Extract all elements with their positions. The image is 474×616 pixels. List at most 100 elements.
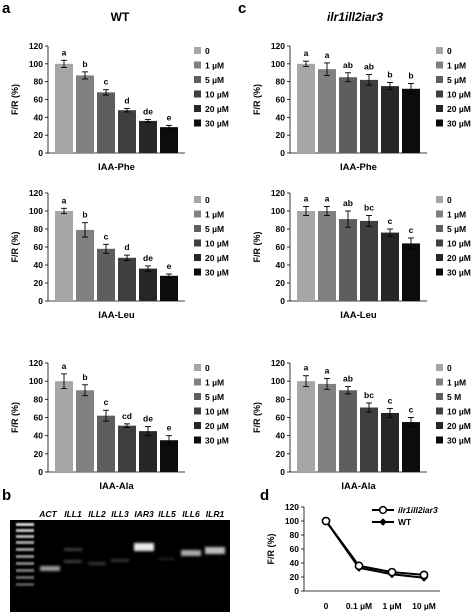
bar bbox=[55, 381, 73, 472]
legend-swatch bbox=[194, 436, 201, 444]
significance-letter: a bbox=[304, 48, 309, 58]
bar bbox=[139, 268, 157, 301]
gel-band-ill2 bbox=[88, 562, 106, 565]
significance-letter: c bbox=[104, 77, 109, 87]
bar bbox=[381, 412, 399, 472]
bar bbox=[360, 79, 378, 153]
y-tick-label: 0 bbox=[280, 148, 285, 158]
gel-band-ill5 bbox=[158, 558, 174, 560]
legend-label: 5 µM bbox=[205, 392, 224, 402]
gel-band-ill1-lower bbox=[64, 560, 82, 563]
y-tick-label: 40 bbox=[276, 112, 286, 122]
y-tick-label: 100 bbox=[29, 59, 43, 69]
legend-label: 0 bbox=[205, 195, 210, 205]
significance-letter: e bbox=[167, 112, 172, 122]
legend-label: 5 µM bbox=[447, 224, 466, 234]
legend-label: 10 µM bbox=[205, 90, 229, 100]
bar bbox=[402, 243, 420, 301]
significance-letter: b bbox=[82, 59, 87, 69]
bar bbox=[76, 229, 94, 301]
bar bbox=[118, 257, 136, 301]
significance-letter: a bbox=[62, 47, 67, 57]
gel-lane-label: ILL2 bbox=[88, 509, 106, 519]
panel-a-title: WT bbox=[111, 10, 130, 24]
y-tick-label: 60 bbox=[34, 242, 44, 252]
y-tick-label: 80 bbox=[34, 224, 44, 234]
legend-label: 30 µM bbox=[447, 436, 471, 446]
significance-letter: ab bbox=[343, 198, 353, 208]
significance-letter: c bbox=[409, 225, 414, 235]
legend-swatch bbox=[436, 407, 443, 415]
bar-chart-mutant-iaa-leu: 0 20 40 60 80 100 120 F/R (%) a a ab bc c c IAA-Leu 0 1 … bbox=[252, 188, 471, 321]
bar bbox=[360, 220, 378, 301]
bar bbox=[297, 211, 315, 301]
legend-swatch bbox=[436, 436, 443, 444]
y-tick-label: 0 bbox=[38, 296, 43, 306]
bar bbox=[160, 275, 178, 301]
y-tick-label: 0 bbox=[38, 148, 43, 158]
gel-lane-label: ILL1 bbox=[64, 509, 82, 519]
bar-chart-mutant-iaa-ala: 0 20 40 60 80 100 120 F/R (%) a a ab bc c c IAA-Ala 0 1 … bbox=[252, 358, 471, 492]
legend-swatch bbox=[436, 61, 443, 69]
y-axis-label: F/R (%) bbox=[266, 534, 276, 565]
significance-letter: ab bbox=[343, 374, 353, 384]
y-tick-label: 80 bbox=[276, 224, 286, 234]
legend-label: 0 bbox=[205, 363, 210, 373]
legend-swatch bbox=[436, 225, 443, 232]
significance-letter: c bbox=[104, 397, 109, 407]
legend-swatch bbox=[436, 239, 443, 247]
legend-swatch bbox=[436, 364, 443, 371]
y-tick-label: 40 bbox=[34, 431, 44, 441]
significance-letter: e bbox=[167, 423, 172, 433]
significance-letter: bc bbox=[364, 203, 374, 213]
y-tick-label: 0 bbox=[38, 467, 43, 477]
legend-label: 10 µM bbox=[205, 239, 229, 249]
legend-swatch bbox=[436, 90, 443, 98]
bar bbox=[76, 75, 94, 153]
y-tick-label: 60 bbox=[276, 95, 286, 105]
bar bbox=[318, 211, 336, 301]
bar bbox=[97, 92, 115, 153]
bar bbox=[339, 77, 357, 153]
legend-swatch bbox=[194, 225, 201, 232]
bar bbox=[318, 69, 336, 153]
legend-swatch bbox=[436, 76, 443, 83]
legend-marker bbox=[378, 505, 388, 515]
significance-letter: de bbox=[143, 107, 153, 117]
legend-label: 0 bbox=[447, 363, 452, 373]
y-axis-label: F/R (%) bbox=[10, 232, 20, 263]
bar bbox=[160, 440, 178, 472]
bar bbox=[339, 219, 357, 301]
y-tick-label: 60 bbox=[34, 413, 44, 423]
data-point bbox=[354, 561, 364, 571]
gel-lane-label: ILL5 bbox=[158, 509, 176, 519]
panel-label-d: d bbox=[260, 487, 269, 504]
gel-lane-label: ILL6 bbox=[182, 509, 200, 519]
gel-band-ilr1 bbox=[205, 547, 225, 554]
significance-letter: b bbox=[408, 70, 413, 80]
y-tick-label: 100 bbox=[271, 59, 285, 69]
significance-letter: c bbox=[409, 405, 414, 415]
legend-label: 1 µM bbox=[205, 61, 224, 71]
bar bbox=[297, 381, 315, 472]
bar bbox=[318, 383, 336, 472]
y-tick-label: 120 bbox=[29, 358, 43, 368]
legend-swatch bbox=[194, 254, 201, 261]
legend-label: 20 µM bbox=[447, 421, 471, 431]
y-tick-label: 40 bbox=[290, 558, 300, 568]
y-axis-label: F/R (%) bbox=[252, 402, 262, 433]
bar bbox=[339, 390, 357, 472]
bar bbox=[402, 88, 420, 153]
panel-label-c: c bbox=[238, 0, 246, 17]
y-axis-label: F/R (%) bbox=[252, 232, 262, 263]
legend-label: WT bbox=[398, 517, 412, 527]
legend-swatch bbox=[194, 76, 201, 83]
bar-chart-wt-iaa-leu: 0 20 40 60 80 100 120 F/R (%) a b c d de e IAA-Leu 0 1 µ… bbox=[10, 188, 229, 321]
y-tick-label: 120 bbox=[29, 41, 43, 51]
y-tick-label: 20 bbox=[276, 278, 286, 288]
y-tick-label: 120 bbox=[271, 41, 285, 51]
significance-letter: e bbox=[167, 261, 172, 271]
significance-letter: a bbox=[325, 365, 330, 375]
significance-letter: a bbox=[62, 361, 67, 371]
